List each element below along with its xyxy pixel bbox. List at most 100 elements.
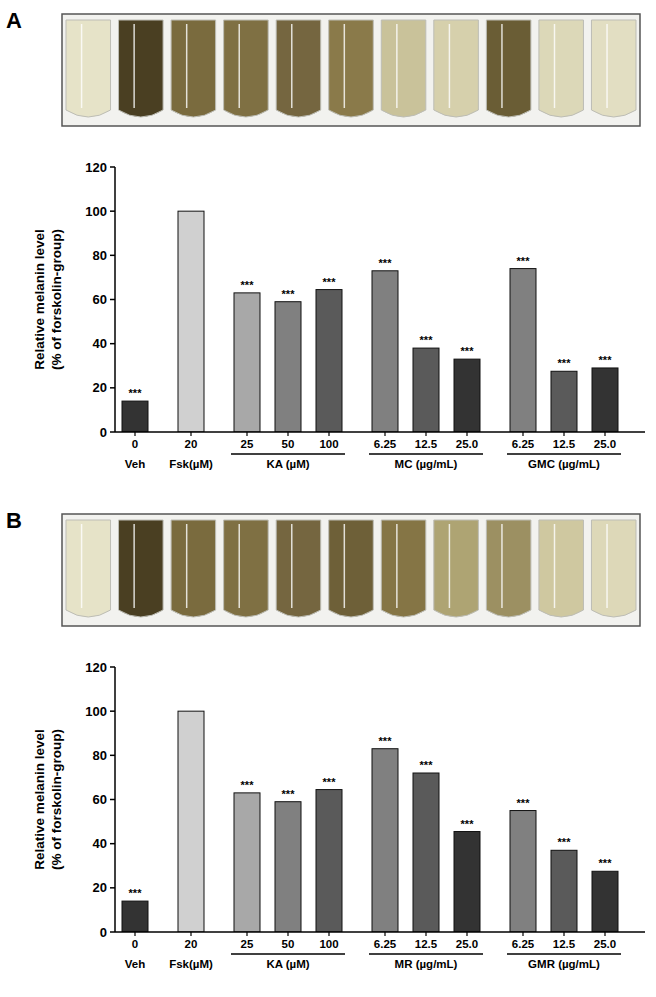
significance: *** [517,797,531,809]
tube-highlight [291,24,293,108]
significance: *** [282,788,296,800]
tube [66,20,111,117]
x-tick-label: 12.5 [553,438,576,450]
tube [381,520,426,617]
tube [486,520,531,617]
significance: *** [241,279,255,291]
tube [224,520,269,617]
bar [234,293,260,432]
x-tick [328,432,329,436]
tube-highlight [81,524,83,608]
tube [486,20,531,117]
y-tick-label: 0 [100,425,107,440]
y-tick [110,299,115,301]
bar [454,832,480,932]
x-tick [287,432,288,436]
y-tick-label: 120 [85,160,107,175]
y-tick [110,931,115,933]
tube-highlight [501,24,503,108]
y-label-line: Relative melanin level [32,729,47,869]
group-line [369,953,483,955]
x-tick [328,932,329,936]
bar [372,749,398,932]
group-label: Fsk(µM) [169,958,213,970]
x-tick-label: 100 [319,438,338,450]
tube [329,20,374,117]
significance: *** [461,345,475,357]
bar [122,401,148,432]
tube [434,520,479,617]
tube-highlight [396,24,398,108]
significance: *** [558,836,572,848]
y-tick-label: 100 [85,204,107,219]
bar [592,871,618,932]
x-tick [134,932,135,936]
y-tick-label: 40 [93,336,107,351]
group-label: Fsk(µM) [169,458,213,470]
significance: *** [517,255,531,267]
bar [275,302,301,432]
x-tick-label: 50 [282,438,295,450]
group-line [231,453,345,455]
panel-letter: A [6,8,22,33]
x-tick [522,432,523,436]
bar [551,850,577,932]
bar [316,790,342,932]
y-tick-label: 100 [85,704,107,719]
tube-highlight [291,524,293,608]
tube-highlight [554,24,556,108]
tube [276,520,321,617]
tube-highlight [238,24,240,108]
tube-highlight [449,24,451,108]
x-tick-label: 25.0 [594,438,616,450]
tube [66,520,111,617]
tube [591,520,636,617]
x-tick-label: 25 [241,938,254,950]
significance: *** [129,387,143,399]
y-tick-label: 20 [93,880,107,895]
tube-highlight [501,524,503,608]
tube-highlight [81,24,83,108]
y-tick-label: 80 [93,248,107,263]
y-tick [110,343,115,345]
tube-highlight [344,24,346,108]
x-tick [604,932,605,936]
x-tick [190,432,191,436]
bar [551,371,577,432]
group-line [231,953,345,955]
y-tick [110,755,115,757]
photo-frame [62,14,640,126]
x-tick [604,432,605,436]
x-tick-label: 50 [282,938,295,950]
tube-highlight [186,24,188,108]
x-tick [425,432,426,436]
x-tick [246,932,247,936]
x-tick [563,432,564,436]
y-tick [110,387,115,389]
x-tick-label: 25.0 [456,938,478,950]
tube-highlight [606,24,608,108]
tube-highlight [186,524,188,608]
bars [122,211,618,432]
y-tick-label: 40 [93,836,107,851]
y-tick [110,710,115,712]
significance: *** [241,779,255,791]
y-tick [110,431,115,433]
x-tick-label: 20 [185,938,198,950]
group-label: KA (µM) [266,958,309,970]
bar [454,359,480,432]
x-tick-label: 12.5 [415,438,438,450]
x-tick-label: 25 [241,438,254,450]
y-tick [110,210,115,212]
tube-highlight [606,524,608,608]
x-tick [134,432,135,436]
tube [276,20,321,117]
panel: B******************************020406080… [6,508,645,970]
y-label-line: Relative melanin level [32,229,47,369]
x-tick-label: 0 [132,438,138,450]
bar [234,793,260,932]
y-tick-label: 20 [93,380,107,395]
x-tick [384,432,385,436]
group-line [369,453,483,455]
y-tick-label: 0 [100,925,107,940]
